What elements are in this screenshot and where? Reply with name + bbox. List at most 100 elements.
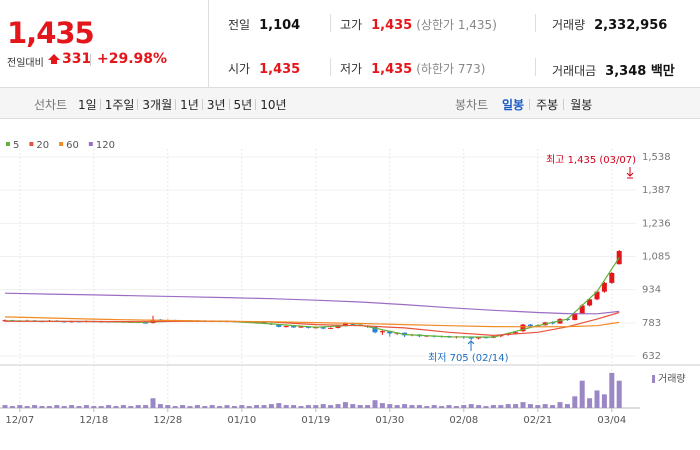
candle-body [372,327,378,333]
period-button[interactable]: 3개월 [142,98,173,112]
period-button[interactable]: 10년 [260,98,287,112]
volume-bar [202,406,208,408]
candle-body [328,327,334,329]
change-rate: +29.98% [97,51,168,67]
volume-bar [120,405,126,408]
moving-average-line [4,257,620,338]
annotation: 최저 705 (02/14) [428,352,509,364]
candle-body [468,337,474,339]
separator [208,0,209,87]
candle-body [527,324,533,327]
volume-bar [446,405,452,408]
quote-item: 거래량 2,332,956 [552,16,667,33]
volume-bar [409,405,415,408]
volume-bar [505,404,511,408]
x-tick-label: 12/18 [79,415,108,426]
up-arrow [48,54,60,64]
moving-average-line [4,316,620,328]
quote-label: 저가 [340,62,363,76]
annotation-arrow [626,167,634,179]
period-button[interactable]: 월봉 [570,98,593,112]
separator [330,58,331,76]
legend-label: 60 [66,140,79,151]
period-button[interactable]: 1주일 [104,98,135,112]
volume-bar [439,406,445,408]
separator [228,99,230,110]
x-tick-label: 12/28 [153,415,182,426]
legend-swatch [88,142,93,146]
separator [137,99,139,110]
volume-bar [113,406,119,408]
candle-body [335,326,341,328]
volume-bar [106,405,112,408]
moving-average-line [5,311,620,337]
legend-swatch [59,142,64,146]
candle-body [379,331,385,333]
volume-bar [98,406,104,408]
volume-bar [320,404,326,408]
period-button[interactable]: 1년 [180,98,199,112]
y-tick-label: 783 [642,318,661,329]
volume-bar [261,405,267,408]
volume-bar [394,405,400,408]
period-button[interactable]: 일봉 [502,98,525,112]
price: 1,435 [7,16,95,50]
period-button[interactable]: 3년 [206,98,226,112]
volume-bar [194,405,200,408]
volume-bar [365,405,371,408]
volume-bar [453,406,459,408]
legend-swatch [29,142,34,146]
volume-bar [601,394,607,408]
volume-bar [468,404,474,408]
separator [90,54,91,66]
volume-bar [24,406,30,408]
volume-bar [527,404,533,408]
separator [255,99,257,110]
volume-bar [143,405,149,408]
volume-bar [550,405,556,408]
candle-body [387,331,393,334]
x-tick-label: 01/10 [227,415,256,426]
candle-body [283,326,289,328]
volume-bar [150,398,156,408]
volume-bar [61,406,67,408]
volume-bar [520,402,526,408]
quote-label: 고가 [340,18,363,32]
volume-bar [579,380,585,408]
up-icon [48,54,60,64]
volume-bar [564,404,570,408]
volume-bar [254,405,260,408]
volume-bar [335,404,341,408]
legend-label: 20 [36,140,49,151]
moving-average-line [4,292,620,315]
quote-value: 3,348 백만 [605,64,675,79]
volume-bar [572,396,578,408]
volume-bar [535,405,541,408]
separator [330,14,331,32]
y-tick-label: 632 [642,351,661,362]
x-tick-label: 01/30 [375,415,404,426]
volume-bar [209,405,215,408]
volume-bar [283,405,289,408]
candle-body [520,324,526,332]
toolbar-label: 선차트 [34,98,68,112]
volume-bar [83,405,89,408]
period-button[interactable]: 1일 [78,98,97,112]
quote-label: 전일 [228,18,251,32]
period-button[interactable]: 5년 [233,98,253,112]
period-button[interactable]: 주봉 [536,98,559,112]
volume-bar [350,404,356,408]
y-tick-label: 1,387 [642,185,671,196]
candle-body [609,272,615,283]
candle-body [579,305,585,314]
annotation: 최고 1,435 (03/07) [546,154,636,166]
volume-bar [431,405,437,408]
volume-bar [476,405,482,408]
candle-body [616,251,622,265]
candle-body [342,323,348,327]
volume-bar [305,405,311,408]
volume-bar [239,405,245,408]
y-tick-label: 1,538 [642,152,671,163]
volume-bar [291,405,297,408]
